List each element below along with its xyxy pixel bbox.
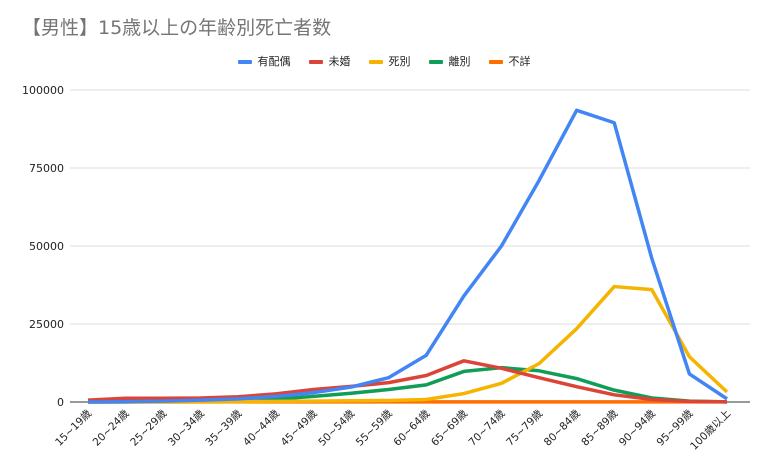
series-line-有配偶 bbox=[87, 108, 728, 404]
y-tick-label: 75000 bbox=[29, 162, 64, 175]
y-tick-label: 50000 bbox=[29, 240, 64, 253]
series-line-死別 bbox=[88, 284, 729, 404]
legend-label: 離別 bbox=[448, 55, 471, 68]
y-tick-label: 25000 bbox=[29, 318, 64, 331]
x-tick-label: 90~94歳 bbox=[617, 407, 658, 448]
y-tick-label: 0 bbox=[57, 396, 64, 409]
legend-swatch bbox=[368, 60, 383, 64]
x-tick-label: 45~49歳 bbox=[279, 407, 320, 448]
legend-label: 有配偶 bbox=[257, 55, 291, 68]
legend-swatch bbox=[237, 60, 252, 64]
x-tick-label: 15~19歳 bbox=[53, 407, 94, 448]
series-line-未婚 bbox=[87, 359, 728, 404]
legend-swatch bbox=[308, 60, 323, 64]
x-tick-label: 100歳以上 bbox=[688, 408, 733, 453]
x-tick-label: 65~69歳 bbox=[429, 407, 470, 448]
x-tick-label: 20~24歳 bbox=[91, 407, 132, 448]
legend-label: 未婚 bbox=[328, 55, 351, 68]
legend-item[interactable]: 死別 bbox=[368, 53, 411, 69]
chart-title: 【男性】15歳以上の年齢別死亡者数 bbox=[22, 17, 332, 39]
legend-swatch bbox=[428, 60, 443, 64]
legend-item[interactable]: 有配偶 bbox=[237, 53, 291, 69]
legend-item[interactable]: 未婚 bbox=[308, 53, 351, 69]
x-tick-label: 25~29歳 bbox=[128, 407, 169, 448]
legend-label: 死別 bbox=[388, 55, 411, 68]
x-tick-label: 75~79歳 bbox=[504, 407, 545, 448]
legend-item[interactable]: 不詳 bbox=[488, 53, 531, 69]
x-tick-label: 50~54歳 bbox=[316, 407, 357, 448]
x-tick-label: 35~39歳 bbox=[203, 407, 244, 448]
legend-swatch bbox=[488, 60, 503, 64]
legend-item[interactable]: 離別 bbox=[428, 53, 471, 69]
x-tick-label: 85~89歳 bbox=[579, 407, 620, 448]
x-tick-label: 70~74歳 bbox=[467, 407, 508, 448]
legend: 有配偶 未婚 死別 離別 不詳 bbox=[0, 53, 768, 69]
x-tick-label: 60~64歳 bbox=[391, 407, 432, 448]
x-tick-label: 55~59歳 bbox=[354, 407, 395, 448]
x-tick-label: 30~34歳 bbox=[166, 407, 207, 448]
y-tick-label: 100000 bbox=[22, 84, 64, 97]
x-tick-label: 80~84歳 bbox=[542, 407, 583, 448]
x-tick-label: 40~44歳 bbox=[241, 407, 282, 448]
legend-label: 不詳 bbox=[508, 55, 531, 68]
